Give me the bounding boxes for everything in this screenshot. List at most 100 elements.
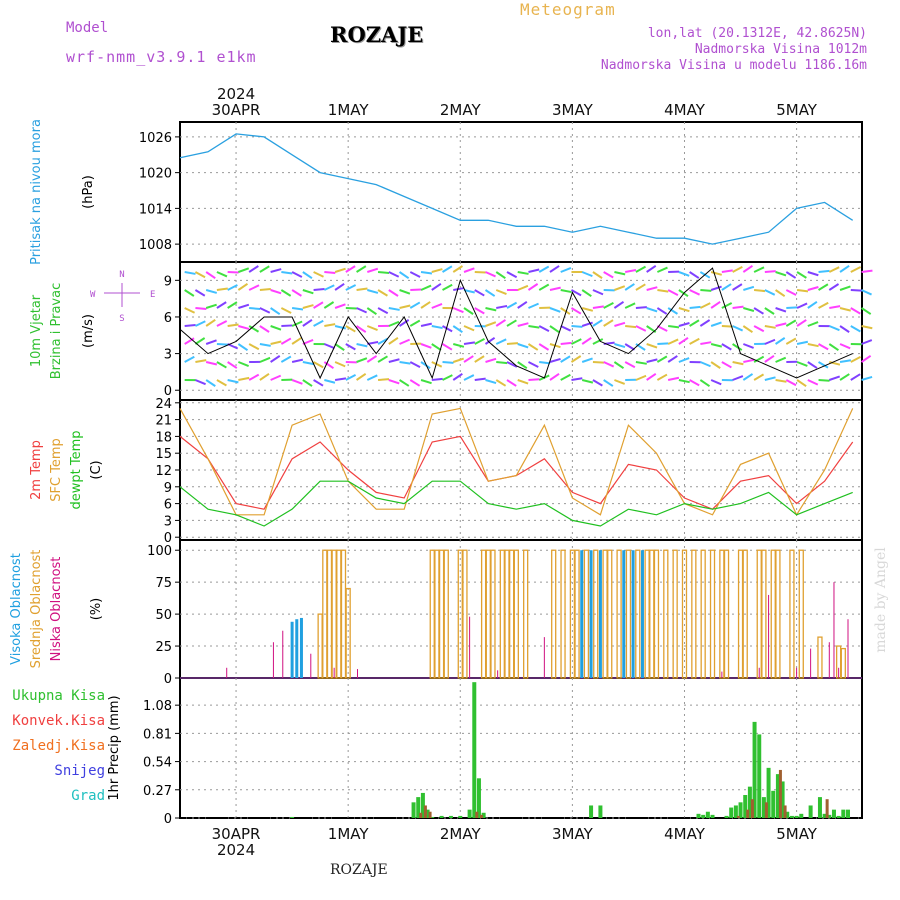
wind-arrow — [194, 289, 206, 297]
wind-arrow — [474, 355, 485, 363]
wind-arrow — [828, 266, 840, 273]
wind-arrow — [420, 322, 432, 327]
wind-arrow — [323, 343, 335, 350]
mid-cloud-bar — [742, 549, 748, 679]
pressure-ytick-label: 1014 — [139, 202, 172, 217]
wind-arrow — [538, 325, 550, 332]
wind-arrow — [710, 343, 723, 348]
wind-arrow — [194, 337, 206, 345]
wind-arrow — [603, 302, 614, 309]
total_precip-bar — [836, 815, 841, 818]
wind-arrow — [216, 343, 228, 346]
wind-arrow — [732, 375, 744, 381]
wind-arrow — [818, 361, 829, 369]
wind-arrow — [377, 271, 390, 275]
bottom-station-label: ROZAJE — [330, 862, 388, 878]
wind-arrow — [463, 289, 475, 294]
wind-arrow — [442, 361, 454, 364]
wind-arrow — [732, 305, 744, 309]
wind-arrow — [323, 284, 335, 291]
wind-arrow — [313, 319, 324, 327]
conv_precip-bar — [423, 805, 427, 818]
mid-cloud-bar — [504, 549, 510, 679]
top-day-label: 3MAY — [552, 101, 594, 119]
wind-arrow — [517, 301, 528, 309]
temperature-ytick-label: 21 — [155, 414, 172, 429]
mid-cloud-bar — [602, 549, 608, 679]
wind-arrow — [377, 378, 390, 381]
wind-arrow — [452, 325, 463, 333]
total_precip-bar — [696, 813, 701, 818]
wind-arrow — [227, 323, 239, 327]
wind-arrow — [227, 301, 238, 309]
high-cloud-bar — [299, 617, 303, 678]
wind-arrow — [560, 341, 572, 345]
total_precip-bar — [757, 734, 762, 818]
total_precip-bar — [827, 814, 832, 818]
wind-arrow — [528, 378, 540, 381]
wind-arrow — [775, 289, 786, 298]
wind-arrow — [205, 271, 216, 280]
wind-arrow — [409, 271, 421, 278]
wind-arrow — [517, 284, 529, 291]
wind-arrows — [184, 264, 873, 388]
wind-arrow — [753, 289, 766, 293]
total_precip-bar — [467, 809, 472, 818]
wind-arrow — [538, 283, 550, 291]
wind-arrow — [721, 325, 733, 328]
wind-arrow — [334, 377, 347, 381]
wind-arrow — [839, 325, 850, 333]
wind-arrow — [689, 337, 700, 345]
mid-cloud-bar — [840, 647, 846, 679]
wind-arrow — [485, 307, 497, 312]
mid-cloud-bar — [499, 549, 505, 679]
precip-ytick-label: 0.54 — [143, 756, 172, 771]
bottom-day-label: 3MAY — [552, 825, 594, 843]
wind-arrow — [399, 289, 411, 295]
wind-arrow — [388, 379, 400, 385]
clouds-ytick-label: 75 — [155, 576, 172, 591]
wind-arrow — [442, 325, 453, 333]
total_precip-bar — [448, 815, 453, 818]
wind-arrow — [850, 373, 861, 381]
mid-cloud-bar — [485, 549, 491, 679]
wind-arrow — [775, 337, 786, 345]
total_precip-bar — [701, 814, 706, 818]
wind-arrow — [442, 265, 453, 273]
wind-arrow — [742, 264, 753, 273]
total_precip-bar — [589, 805, 594, 818]
temperature-ytick-label: 3 — [164, 514, 172, 529]
total_precip-bar — [799, 813, 804, 818]
wind-arrow — [560, 267, 572, 273]
wind-arrow — [785, 379, 797, 387]
wind-arrow — [624, 283, 635, 291]
mid-cloud-bar — [443, 549, 449, 679]
wind-arrow — [259, 265, 270, 273]
wind-arrow — [764, 325, 776, 329]
temperature-ytick-label: 24 — [155, 397, 172, 412]
wind-arrow — [689, 289, 701, 296]
wind-arrow — [528, 325, 540, 329]
precip-legend-item: Konvek.Kisa — [12, 713, 105, 729]
wind-arrow — [646, 265, 657, 273]
wind-arrow — [721, 283, 732, 291]
wind-arrow — [614, 343, 626, 348]
pressure-ytick-label: 1026 — [139, 131, 172, 146]
precip-ytick-label: 0.27 — [143, 784, 172, 799]
wind-arrow — [656, 266, 668, 273]
wind-arrow — [678, 322, 690, 327]
wind-arrow — [302, 271, 313, 280]
wind-arrow — [302, 289, 314, 295]
wind-arrow — [721, 302, 733, 309]
wind-arrow — [431, 268, 443, 273]
wind-arrow — [775, 379, 787, 383]
wind-arrow — [753, 266, 765, 273]
temperature-ytick-label: 6 — [164, 498, 172, 513]
wind-arrow — [807, 286, 819, 291]
conv_precip-bar — [736, 815, 740, 818]
wind-arrow — [571, 377, 583, 381]
wind-arrow — [710, 300, 721, 309]
wind-arrow — [613, 300, 625, 309]
low-cloud-ylabel: Niska Oblacnost — [49, 557, 64, 662]
wind-arrow — [699, 361, 711, 368]
